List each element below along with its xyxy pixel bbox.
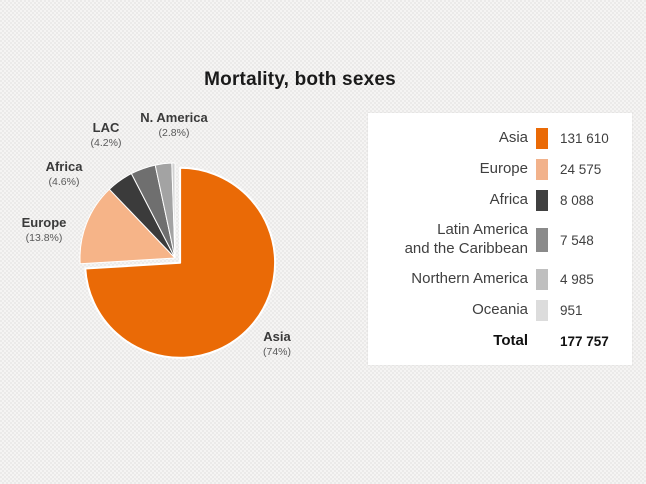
chart-title: Mortality, both sexes	[204, 69, 396, 90]
legend-label: Europe	[479, 160, 528, 178]
legend-row: Africa 8 088	[378, 185, 620, 216]
legend-swatch	[536, 159, 548, 180]
pie-label-percent: (4.2%)	[90, 137, 122, 149]
pie-label-percent: (13.8%)	[25, 232, 63, 244]
legend-swatch-placeholder	[536, 331, 548, 352]
legend-total-value: 177 757	[560, 334, 609, 349]
legend-label: Africa	[489, 191, 528, 209]
legend-swatch	[536, 190, 548, 211]
pie-label-percent: (2.8%)	[158, 127, 190, 139]
pie-label-lac: LAC (4.2%)	[91, 121, 122, 149]
legend-value: 8 088	[560, 193, 594, 208]
legend-swatch	[536, 269, 548, 290]
legend-row: Latin America and the Caribbean 7 548	[378, 216, 620, 264]
legend-total-row: Total 177 757	[378, 326, 620, 357]
legend-panel: Asia 131 610 Europe 24 575 Africa 8 088 Latin …	[368, 113, 632, 365]
pie-slice-asia	[84, 166, 277, 359]
legend-label: Northern America	[411, 270, 528, 288]
pie-label-name: Africa	[45, 159, 83, 174]
pie-label-name: LAC	[92, 120, 120, 135]
legend-swatch	[536, 228, 548, 252]
legend-swatch	[536, 300, 548, 321]
pie-label-asia: Asia (74%)	[263, 330, 291, 358]
legend-label: Asia	[498, 129, 528, 147]
pie-label-africa: Africa (4.6%)	[46, 160, 83, 188]
pie-slice-europe	[79, 188, 176, 265]
pie-label-n-america: N. America (2.8%)	[140, 111, 207, 139]
legend-value: 24 575	[560, 162, 602, 177]
pie-label-name: Asia	[263, 329, 291, 344]
legend-value: 4 985	[560, 272, 594, 287]
pie-label-percent: (74%)	[262, 346, 292, 358]
pie-label-europe: Europe (13.8%)	[22, 216, 67, 244]
legend-label: Latin America and the Caribbean	[404, 221, 528, 257]
pie-label-name: N. America	[140, 110, 208, 125]
legend-label: Oceania	[472, 301, 528, 319]
legend-total-label: Total	[493, 332, 528, 350]
legend-rows: Asia 131 610 Europe 24 575 Africa 8 088 Latin …	[378, 123, 620, 357]
legend-row: Europe 24 575	[378, 154, 620, 185]
legend-value: 131 610	[560, 131, 609, 146]
legend-value: 7 548	[560, 232, 594, 248]
legend-row: Oceania 951	[378, 295, 620, 326]
legend-row: Northern America 4 985	[378, 264, 620, 295]
pie-label-name: Europe	[21, 215, 67, 230]
legend-swatch	[536, 128, 548, 149]
pie-slice-oceania	[171, 162, 176, 259]
legend-row: Asia 131 610	[378, 123, 620, 154]
pie-label-percent: (4.6%)	[48, 176, 80, 188]
legend-value: 951	[560, 303, 583, 318]
